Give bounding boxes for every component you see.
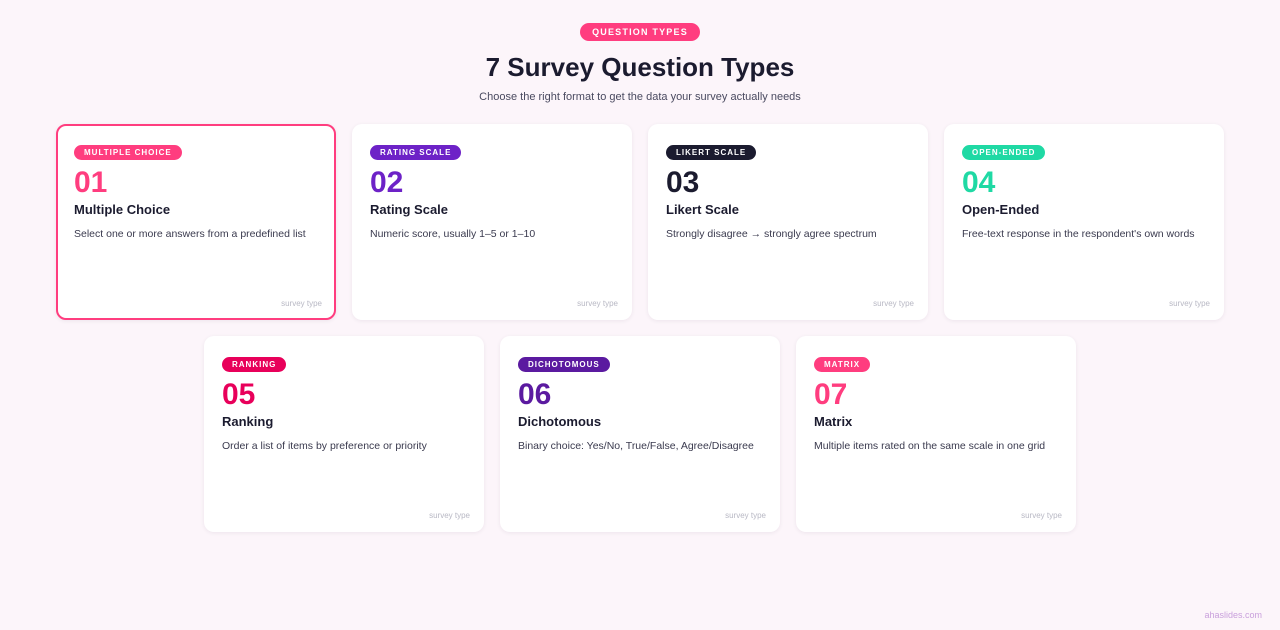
card-multiple-choice[interactable]: MULTIPLE CHOICE 01 Multiple Choice Selec…: [56, 124, 336, 320]
card-number: 07: [814, 378, 848, 411]
card-footnote: survey type: [429, 511, 470, 520]
card-title: Ranking: [222, 414, 274, 429]
card-description: Select one or more answers from a predef…: [74, 228, 306, 240]
card-footnote: survey type: [1021, 511, 1062, 520]
card-number: 04: [962, 166, 996, 199]
card-footnote: survey type: [281, 299, 322, 308]
card-row-1: MULTIPLE CHOICE 01 Multiple Choice Selec…: [0, 124, 1280, 320]
card-matrix[interactable]: MATRIX 07 Matrix Multiple items rated on…: [796, 336, 1076, 532]
page-title: 7 Survey Question Types: [485, 52, 795, 82]
card-dichotomous[interactable]: DICHOTOMOUS 06 Dichotomous Binary choice…: [500, 336, 780, 532]
card-title: Open-Ended: [962, 202, 1040, 217]
card-number: 06: [518, 378, 552, 411]
card-number: 02: [370, 166, 404, 199]
card-open-ended[interactable]: OPEN-ENDED 04 Open-Ended Free-text respo…: [944, 124, 1224, 320]
card-number: 01: [74, 166, 108, 199]
header: QUESTION TYPES 7 Survey Question Types C…: [0, 0, 1280, 103]
card-footnote: survey type: [577, 299, 618, 308]
card-title: Matrix: [814, 414, 853, 429]
card-tag: RATING SCALE: [370, 145, 462, 160]
card-description: Numeric score, usually 1–5 or 1–10: [370, 228, 536, 240]
brand-footer: ahaslides.com: [1204, 610, 1262, 620]
card-description: Order a list of items by preference or p…: [222, 440, 427, 452]
card-tag: RANKING: [222, 357, 287, 372]
card-tag: DICHOTOMOUS: [518, 357, 610, 372]
card-description: Multiple items rated on the same scale i…: [814, 440, 1046, 452]
card-description: Strongly disagree → strongly agree spect…: [666, 228, 877, 240]
card-number: 05: [222, 378, 256, 411]
card-title: Likert Scale: [666, 202, 739, 217]
card-tag: MULTIPLE CHOICE: [74, 145, 182, 160]
card-title: Dichotomous: [518, 414, 602, 429]
card-tag: MATRIX: [814, 357, 871, 372]
card-footnote: survey type: [873, 299, 914, 308]
section-pill: QUESTION TYPES: [580, 23, 700, 41]
card-footnote: survey type: [725, 511, 766, 520]
card-likert-scale[interactable]: LIKERT SCALE 03 Likert Scale Strongly di…: [648, 124, 928, 320]
card-title: Multiple Choice: [74, 202, 171, 217]
card-row-2: RANKING 05 Ranking Order a list of items…: [0, 336, 1280, 532]
card-tag: OPEN-ENDED: [962, 145, 1046, 160]
card-number: 03: [666, 166, 700, 199]
card-footnote: survey type: [1169, 299, 1210, 308]
card-ranking[interactable]: RANKING 05 Ranking Order a list of items…: [204, 336, 484, 532]
card-description: Binary choice: Yes/No, True/False, Agree…: [518, 440, 754, 452]
card-description: Free-text response in the respondent's o…: [962, 228, 1195, 240]
card-rating-scale[interactable]: RATING SCALE 02 Rating Scale Numeric sco…: [352, 124, 632, 320]
card-tag: LIKERT SCALE: [666, 145, 757, 160]
page-subtitle: Choose the right format to get the data …: [479, 91, 801, 103]
card-title: Rating Scale: [370, 202, 449, 217]
